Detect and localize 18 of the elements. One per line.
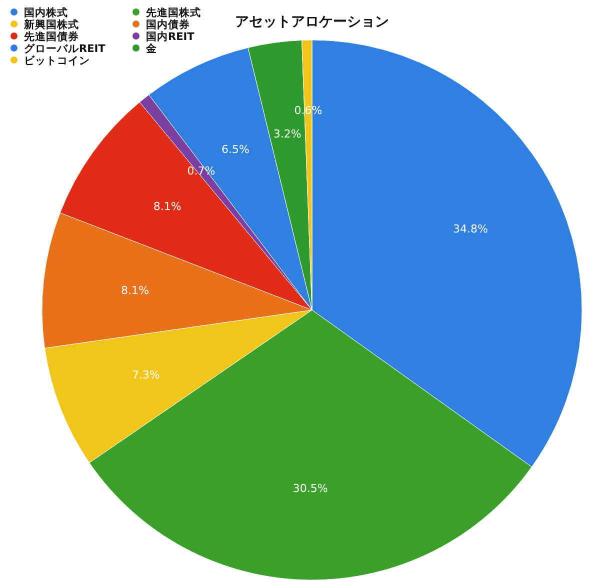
legend-label: 先進国債券 bbox=[23, 30, 79, 43]
data-label: 0.6% bbox=[294, 104, 322, 118]
data-label: 6.5% bbox=[222, 143, 250, 156]
legend-label: ビットコイン bbox=[24, 54, 90, 67]
data-label: 8.1% bbox=[153, 200, 182, 213]
data-label: 30.5% bbox=[292, 482, 328, 496]
legend-label: 新興国株式 bbox=[23, 18, 79, 31]
text: アセットアロケーション bbox=[235, 14, 389, 30]
legend-label: グローバルREIT bbox=[24, 43, 106, 55]
data-label: 7.3% bbox=[132, 368, 160, 382]
legend-label: 先進国株式 bbox=[145, 6, 201, 19]
legend-label: 国内株式 bbox=[24, 6, 68, 19]
legend-label: 国内債券 bbox=[146, 18, 190, 31]
legend-label: 金 bbox=[145, 42, 158, 55]
legend-label: 国内REIT bbox=[146, 30, 196, 43]
data-label: 8.1% bbox=[120, 284, 149, 297]
data-label: 3.2% bbox=[273, 128, 302, 141]
data-label: 34.8% bbox=[452, 222, 488, 236]
